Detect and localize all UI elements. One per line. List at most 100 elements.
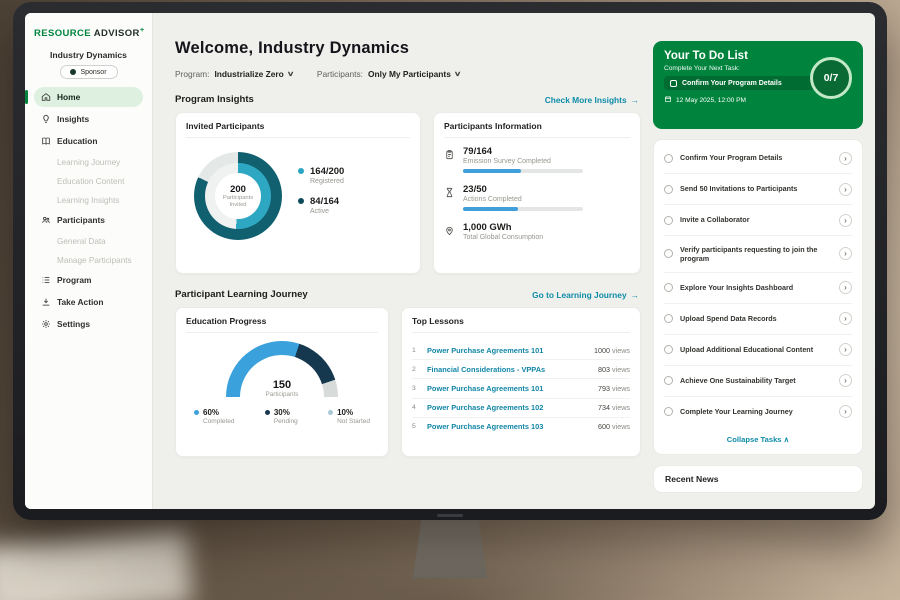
legend-pct: 10%: [337, 408, 354, 417]
todo-next-task[interactable]: Confirm Your Program Details: [664, 76, 816, 90]
lesson-views: 803: [598, 364, 611, 374]
task-row[interactable]: Send 50 Invitations to Participants ›: [664, 174, 852, 205]
info-label: Total Global Consumption: [463, 234, 544, 241]
lesson-link[interactable]: Power Purchase Agreements 101: [427, 383, 544, 393]
card-title: Participants Information: [444, 121, 630, 138]
task-row[interactable]: Confirm Your Program Details ›: [664, 143, 852, 174]
task-checkbox[interactable]: [664, 345, 673, 355]
education-legend: 60% Completed 30% Pending 10% Not Starte…: [186, 408, 378, 425]
task-checkbox[interactable]: [664, 376, 673, 386]
learning-cards-row: Education Progress 150 Participants 60: [175, 307, 641, 457]
sidebar: RESOURCE ADVISOR+ Industry Dynamics Spon…: [25, 13, 153, 509]
arrow-right-icon: →: [630, 289, 639, 300]
sidebar-item-manage-participants[interactable]: Manage Participants: [34, 251, 143, 269]
sidebar-item-education[interactable]: Education: [34, 131, 143, 151]
check-more-insights-link[interactable]: Check More Insights →: [545, 95, 639, 105]
info-label: Emission Survey Completed: [463, 158, 551, 165]
progress-bar: [463, 207, 583, 211]
calendar-icon: [664, 95, 672, 105]
sidebar-item-learning-insights[interactable]: Learning Insights: [34, 191, 143, 209]
go-to-learning-journey-link[interactable]: Go to Learning Journey →: [532, 290, 639, 300]
recent-news-title: Recent News: [665, 473, 719, 484]
lesson-link[interactable]: Power Purchase Agreements 102: [427, 403, 544, 413]
sidebar-item-general-data[interactable]: General Data: [34, 232, 143, 250]
lesson-row: 2 Financial Considerations - VPPAs 803 v…: [412, 360, 630, 380]
sidebar-item-settings[interactable]: Settings: [34, 314, 143, 334]
sidebar-nav: Home Insights Education Learning Journey: [25, 87, 143, 334]
chevron-right-icon[interactable]: ›: [839, 151, 852, 165]
chevron-right-icon[interactable]: ›: [839, 343, 852, 357]
sidebar-item-label: Learning Insights: [57, 195, 120, 205]
sidebar-item-label: Education: [57, 136, 98, 147]
task-row[interactable]: Achieve One Sustainability Target ›: [664, 366, 852, 397]
sidebar-item-home[interactable]: Home: [25, 87, 143, 108]
sidebar-item-insights[interactable]: Insights: [34, 109, 143, 129]
program-filter[interactable]: Program: Industrialize Zero ∨: [175, 69, 295, 79]
info-row-emission-survey: 79/164 Emission Survey Completed: [444, 146, 630, 173]
lesson-row: 4 Power Purchase Agreements 102 734 view…: [412, 399, 630, 418]
legend-value: 164/200: [310, 166, 345, 177]
task-checkbox[interactable]: [664, 215, 673, 225]
legend-item-pending: 30% Pending: [264, 408, 298, 425]
legend-dot-icon: [264, 410, 270, 415]
task-checkbox[interactable]: [664, 283, 673, 293]
chevron-right-icon[interactable]: ›: [839, 281, 852, 295]
chevron-right-icon[interactable]: ›: [839, 374, 852, 388]
todo-summary-card: Your To Do List Complete Your Next Task:…: [653, 41, 863, 129]
sidebar-item-label: Settings: [57, 319, 91, 330]
task-checkbox[interactable]: [664, 314, 673, 324]
task-row[interactable]: Verify participants requesting to join t…: [664, 236, 852, 273]
legend-dot-icon: [328, 410, 334, 415]
sidebar-item-label: Take Action: [57, 297, 104, 308]
sidebar-item-learning-journey[interactable]: Learning Journey: [34, 153, 143, 171]
checkbox-icon[interactable]: [670, 79, 677, 87]
task-label: Achieve One Sustainability Target: [680, 376, 796, 386]
task-row[interactable]: Upload Spend Data Records ›: [664, 304, 852, 335]
sidebar-item-participants[interactable]: Participants: [34, 210, 143, 230]
info-value: 79/164: [463, 146, 493, 157]
hourglass-icon: [444, 185, 455, 211]
lesson-link[interactable]: Power Purchase Agreements 103: [427, 422, 544, 432]
task-row[interactable]: Explore Your Insights Dashboard ›: [664, 273, 852, 304]
task-checkbox[interactable]: [664, 184, 673, 194]
legend-pct: 60%: [203, 408, 220, 417]
task-checkbox[interactable]: [664, 407, 673, 417]
sidebar-item-program[interactable]: Program: [34, 270, 143, 290]
todo-title: Your To Do List: [664, 50, 748, 62]
task-row[interactable]: Invite a Collaborator ›: [664, 205, 852, 236]
legend-item-not-started: 10% Not Started: [328, 408, 370, 425]
chevron-right-icon[interactable]: ›: [839, 213, 852, 227]
education-gauge-chart: 150 Participants: [226, 341, 338, 398]
recent-news-card[interactable]: Recent News: [653, 464, 863, 493]
chevron-right-icon[interactable]: ›: [839, 182, 852, 196]
chevron-right-icon[interactable]: ›: [839, 405, 852, 419]
participants-filter-value: Only My Participants: [368, 69, 451, 79]
sidebar-item-take-action[interactable]: Take Action: [34, 292, 143, 312]
lesson-link[interactable]: Power Purchase Agreements 101: [427, 345, 544, 355]
info-row-consumption: 1,000 GWh Total Global Consumption: [444, 222, 630, 241]
legend-label: Not Started: [337, 418, 370, 425]
main-content: Welcome, Industry Dynamics Program: Indu…: [153, 13, 651, 509]
lesson-views-unit: views: [610, 364, 630, 374]
chevron-right-icon[interactable]: ›: [839, 247, 852, 261]
legend-label: Pending: [273, 418, 298, 425]
sponsor-badge[interactable]: Sponsor: [59, 65, 118, 80]
card-title: Invited Participants: [186, 121, 410, 138]
invited-participants-card: Invited Participants 200 Participants In…: [175, 112, 421, 274]
participants-filter[interactable]: Participants: Only My Participants ∨: [316, 69, 461, 79]
lesson-views: 1000: [594, 345, 611, 355]
chevron-right-icon[interactable]: ›: [839, 312, 852, 326]
chevron-down-icon: ∨: [286, 71, 295, 78]
sidebar-item-education-content[interactable]: Education Content: [34, 172, 143, 190]
legend-dot-icon: [298, 168, 304, 174]
lesson-link[interactable]: Financial Considerations - VPPAs: [427, 364, 546, 374]
task-checkbox[interactable]: [664, 249, 673, 259]
participants-filter-label: Participants:: [316, 69, 364, 79]
task-row[interactable]: Complete Your Learning Journey ›: [664, 397, 852, 427]
collapse-tasks-link[interactable]: Collapse Tasks ∧: [664, 427, 852, 451]
task-row[interactable]: Upload Additional Educational Content ›: [664, 335, 852, 366]
task-label: Verify participants requesting to join t…: [680, 244, 818, 263]
task-checkbox[interactable]: [664, 153, 673, 163]
sidebar-item-label: Participants: [57, 215, 105, 226]
legend-dot-icon: [194, 410, 199, 415]
